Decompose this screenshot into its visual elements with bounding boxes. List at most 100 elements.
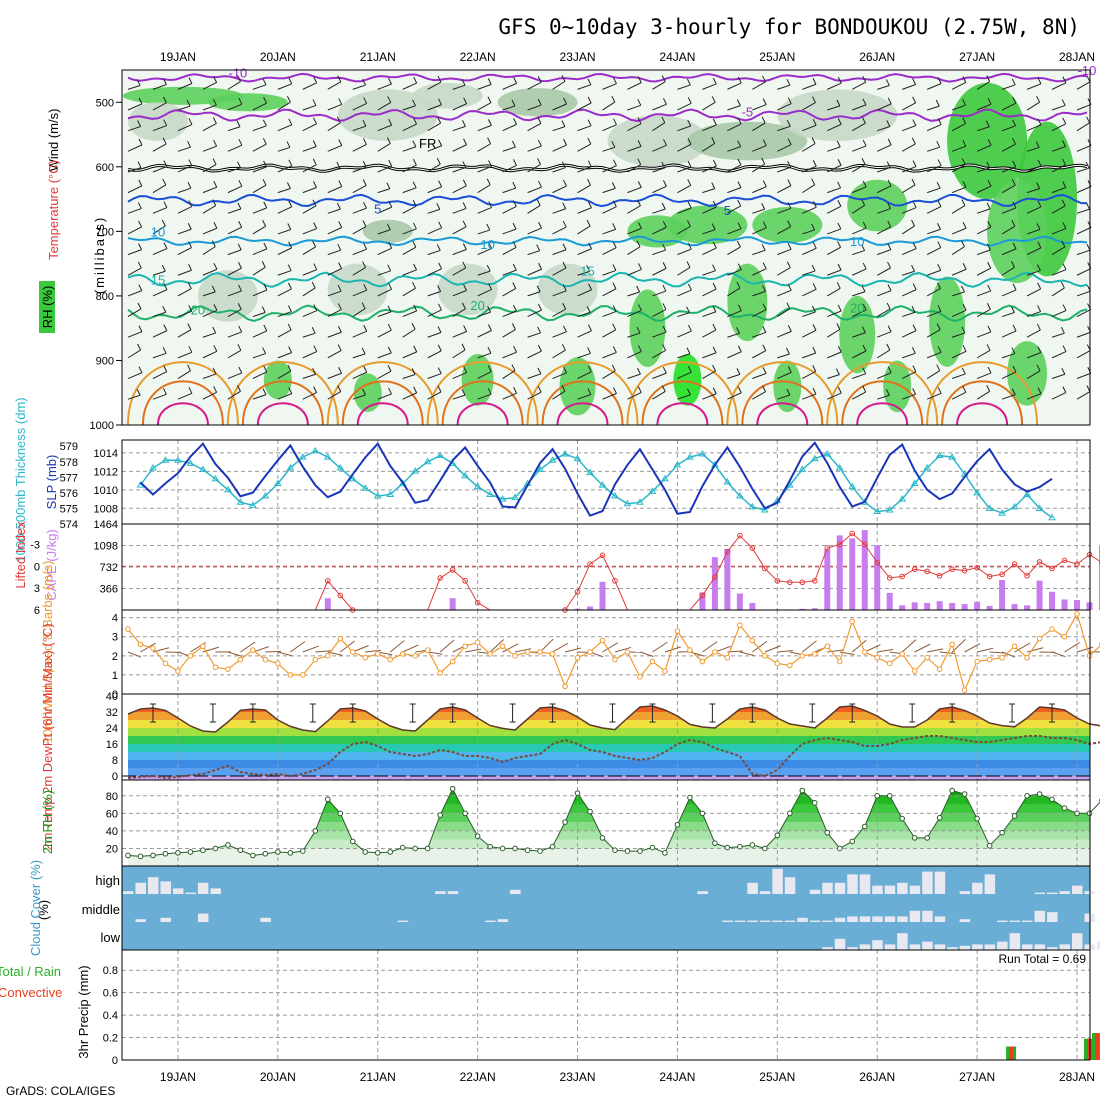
wind-barb	[976, 308, 991, 318]
wind-barb	[152, 289, 168, 297]
date-label-top: 20JAN	[260, 50, 296, 64]
wind-barb-flag	[663, 139, 667, 146]
wind-barb	[277, 247, 292, 256]
wind-barb-flag	[588, 283, 592, 290]
wind-barb-flag	[412, 222, 417, 230]
wind-barb-flag	[537, 139, 542, 147]
wind-barb	[127, 349, 141, 359]
wind-barb-flag	[388, 241, 393, 249]
wind-barb	[627, 104, 641, 111]
wind-barb-flag	[1085, 161, 1090, 169]
wind10m-marker	[574, 654, 581, 661]
wind10m-barb	[564, 647, 582, 653]
wind-barb-flag	[986, 75, 991, 82]
wind-barb-flag	[336, 161, 341, 169]
cloud-bar	[934, 916, 946, 922]
slp-line	[139, 441, 1053, 517]
wind10m-barb	[964, 643, 981, 653]
wind-barb	[452, 267, 467, 276]
wind-barb	[177, 392, 193, 400]
wind-barb	[627, 145, 642, 152]
wind-barb	[402, 287, 416, 297]
wind-barb-flag	[162, 347, 167, 354]
thickness-marker	[935, 451, 944, 459]
wind-barb-flag	[313, 117, 317, 125]
wind-barb-flag	[787, 366, 792, 373]
wind-barb	[202, 227, 218, 235]
temp2m-fill	[128, 706, 1090, 780]
wind-barb	[976, 81, 990, 90]
wind10m-marker	[399, 651, 406, 657]
wind-barb-flag	[686, 261, 691, 268]
wind-barb-flag	[712, 200, 717, 208]
wind-barb-flag	[761, 116, 766, 124]
wind-barb-flag	[836, 323, 841, 330]
wind-barb	[727, 105, 741, 111]
thickness-marker	[586, 468, 594, 476]
wind-barb	[152, 393, 167, 400]
wind-barb	[727, 164, 742, 173]
wind-barb-flag	[587, 119, 592, 126]
wind-barb	[1051, 392, 1067, 400]
wind-barb-flag	[488, 201, 493, 208]
wind-barb	[777, 125, 791, 132]
lifted-index-marker	[874, 559, 881, 566]
wind-barb	[1001, 371, 1017, 379]
contour-label: 15	[580, 263, 594, 278]
wind-barb	[652, 144, 667, 152]
wind-barb-flag	[137, 202, 142, 209]
cloud-bar	[160, 917, 171, 922]
rh2m-marker	[724, 844, 731, 851]
wind-barb	[1001, 184, 1016, 194]
wind-barb-flag	[987, 220, 992, 228]
wind-barb-flag	[1036, 323, 1041, 331]
wind-barb	[702, 206, 717, 214]
wind-barb-flag	[737, 199, 742, 207]
wind-barb-flag	[463, 97, 468, 104]
wind-barb-flag	[511, 364, 516, 371]
wind-barb	[302, 146, 317, 152]
wind-barb-flag	[936, 181, 941, 189]
wind-barb	[652, 267, 667, 276]
wind10m-barb	[389, 640, 405, 653]
wind-barb	[527, 291, 541, 297]
wind-barb-flag	[513, 386, 518, 394]
wind-barb	[602, 146, 616, 152]
wind-barb	[252, 312, 266, 318]
cloud-bar	[822, 947, 833, 950]
wind-barb	[752, 331, 766, 338]
axis-label-lifted-index: Lifted Index	[13, 521, 28, 589]
rh-region	[1007, 341, 1048, 406]
rh2m-marker	[574, 790, 581, 796]
wind10m-marker	[175, 668, 181, 674]
wind-barb-flag	[1036, 95, 1041, 103]
wind-barb-flag	[588, 201, 592, 208]
lifted-index-marker	[911, 566, 918, 572]
wind-barb-flag	[388, 118, 393, 126]
wind-barb	[177, 83, 193, 90]
thickness-marker	[885, 506, 894, 513]
wind10m-marker	[924, 654, 930, 661]
wind-barb-flag	[1036, 364, 1041, 372]
wind-barb	[302, 205, 317, 214]
lifted-index-marker	[737, 532, 743, 539]
wind-barb-flag	[512, 222, 517, 230]
wind-barb	[452, 103, 467, 111]
wind-barb-flag	[887, 138, 892, 146]
wind-barb	[901, 289, 917, 297]
wind-barb	[152, 225, 166, 235]
wind-barb-flag	[737, 304, 742, 311]
wind-barb-flag	[238, 366, 243, 374]
wind-barb	[252, 84, 267, 90]
wind-barb	[877, 290, 892, 297]
wind-barb	[202, 350, 218, 359]
rh2m-marker	[649, 844, 656, 851]
date-label-bottom: 27JAN	[959, 1070, 995, 1084]
wind-barb	[352, 207, 367, 214]
wind10m-marker	[986, 656, 993, 663]
wind-barb-flag	[486, 223, 491, 231]
wind-barb-flag	[586, 219, 591, 227]
